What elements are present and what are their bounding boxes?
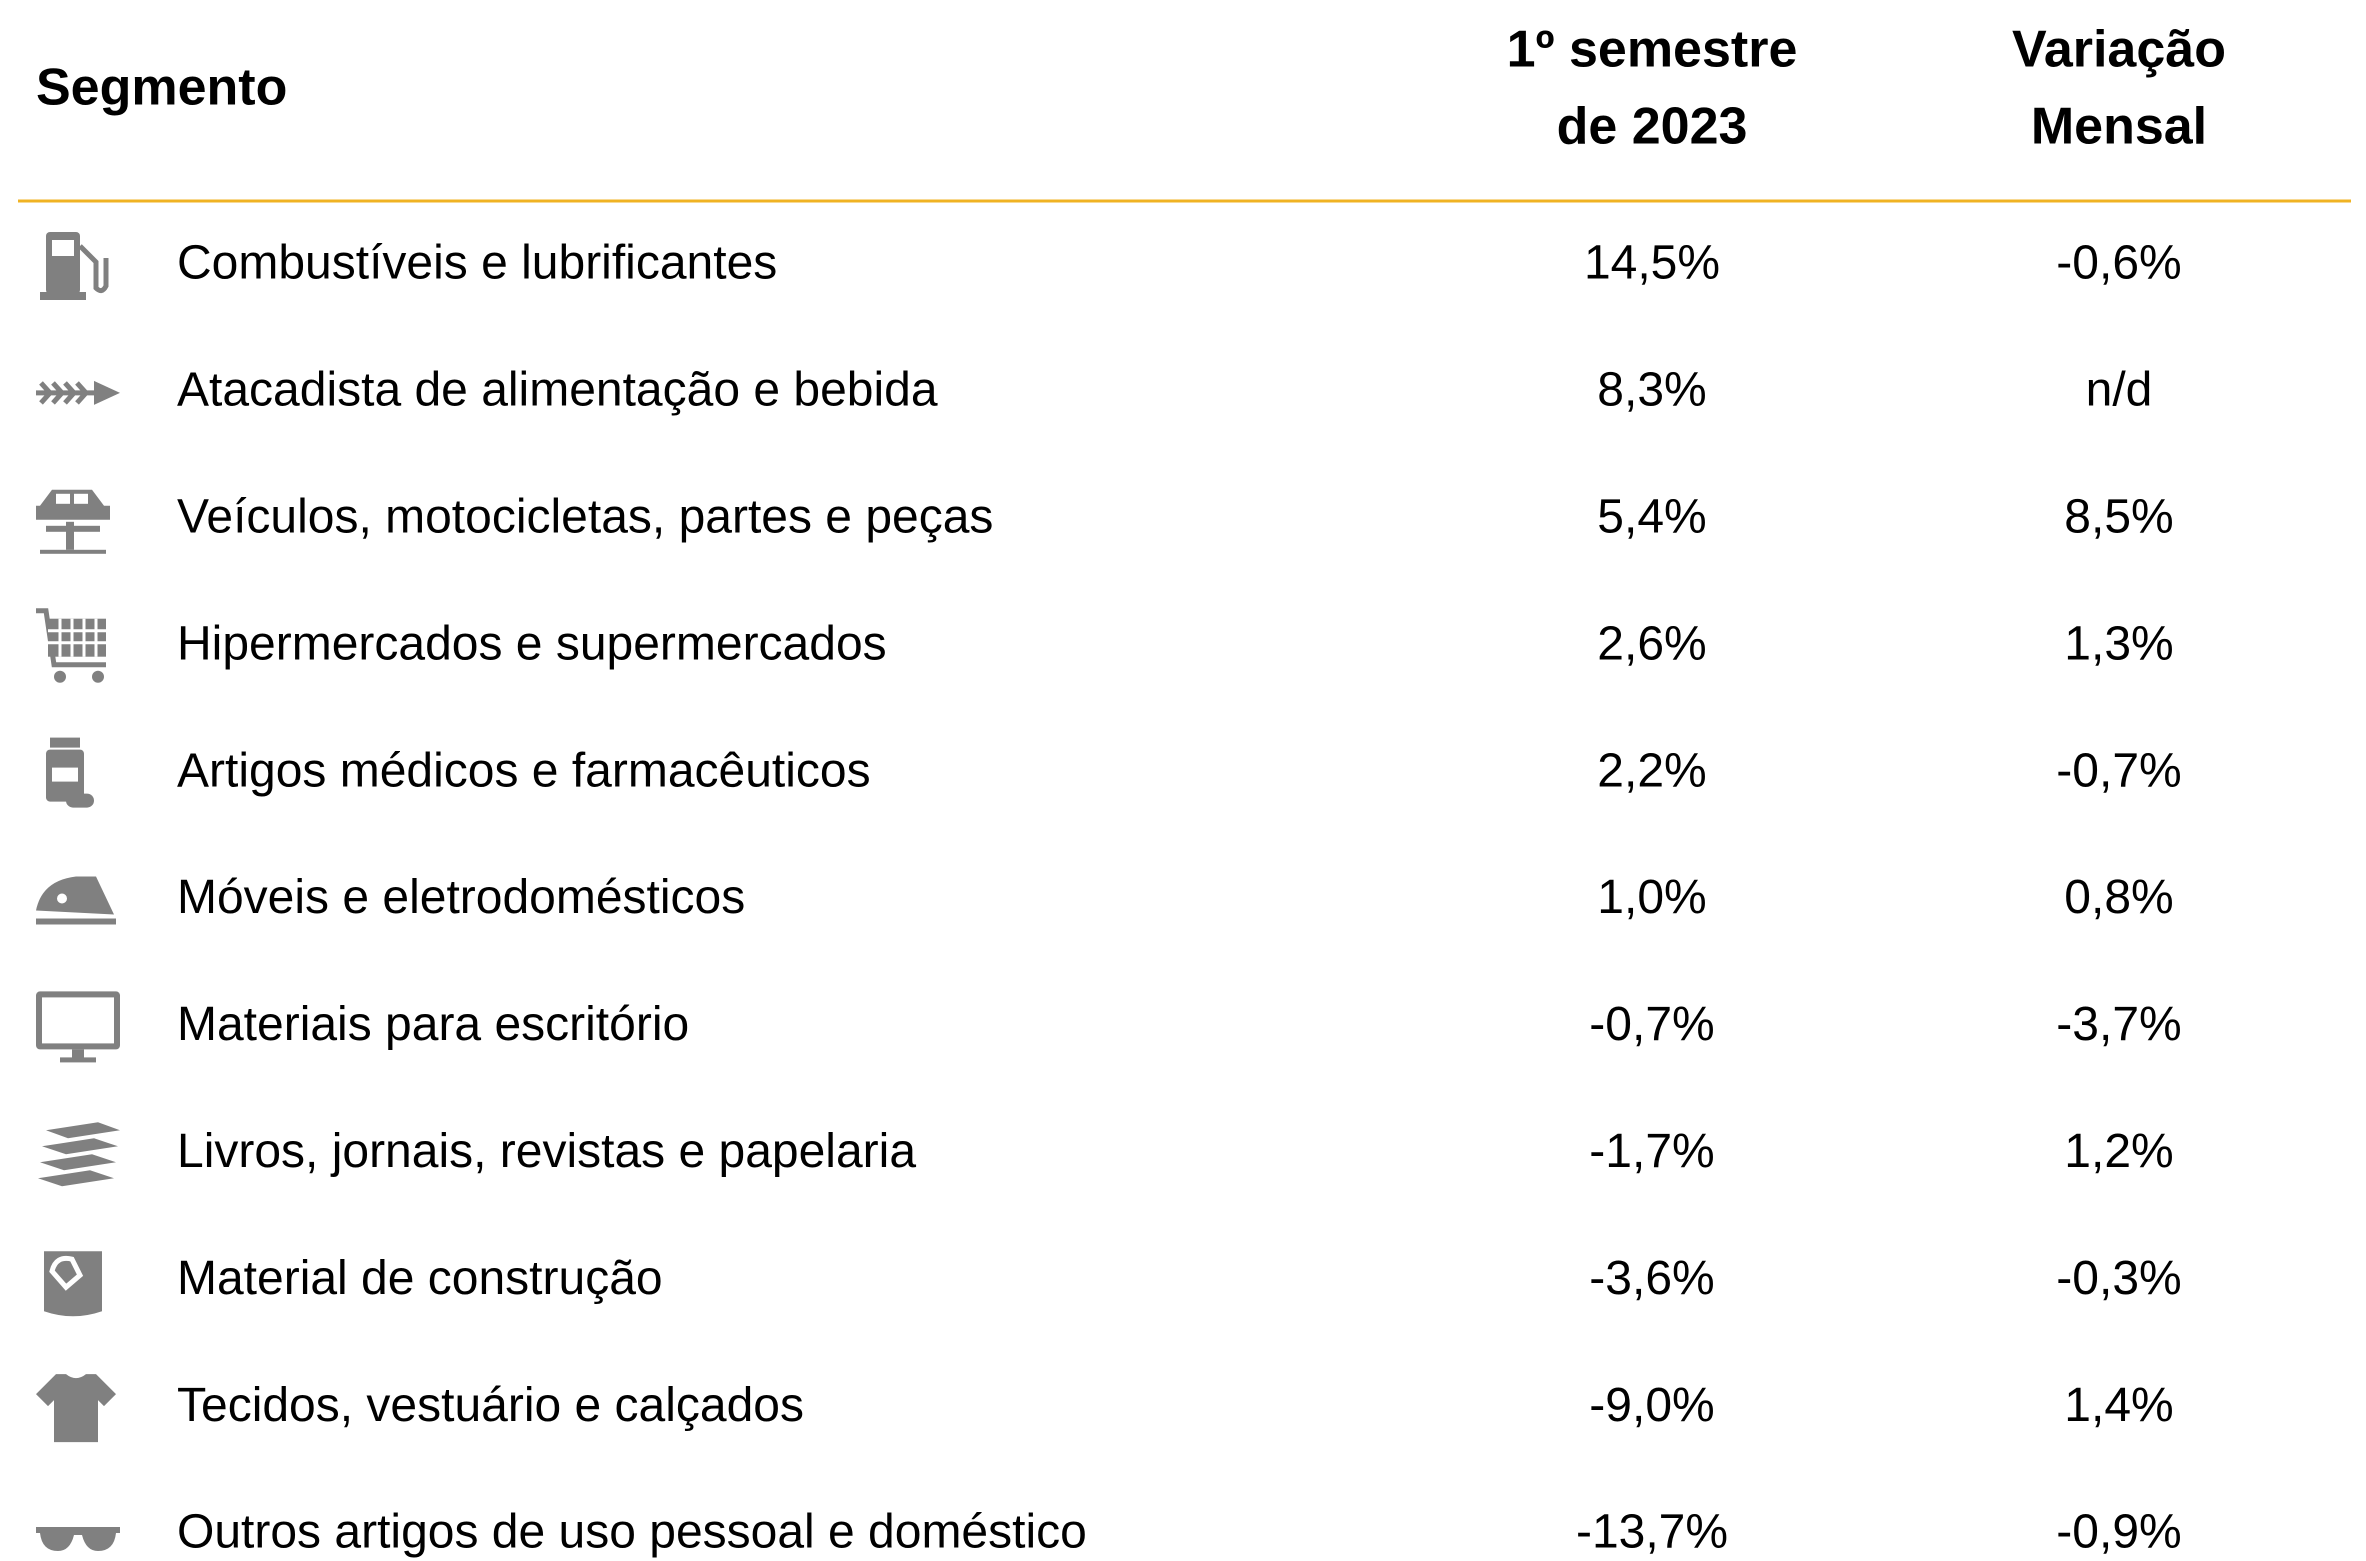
header-semester: 1º semestre xyxy=(1507,21,1798,79)
semester-value: 8,3% xyxy=(1597,364,1706,417)
semester-value: 5,4% xyxy=(1597,490,1706,543)
row-icon xyxy=(36,876,116,925)
monthly-value: 8,5% xyxy=(2064,490,2173,543)
row-icon xyxy=(36,608,106,683)
row-icon xyxy=(36,991,120,1063)
row-icon xyxy=(46,737,94,808)
segment-name: Hipermercados e supermercados xyxy=(177,617,887,670)
monthly-value: -0,9% xyxy=(2056,1506,2181,1559)
monthly-value: 1,4% xyxy=(2064,1379,2173,1432)
semester-value: 2,2% xyxy=(1597,744,1706,797)
segment-name: Atacadista de alimentação e bebida xyxy=(177,364,938,417)
segment-name: Tecidos, vestuário e calçados xyxy=(177,1379,804,1432)
segment-name: Combustíveis e lubrificantes xyxy=(177,237,777,290)
monthly-value: 0,8% xyxy=(2064,871,2173,924)
monthly-value: n/d xyxy=(2086,364,2153,417)
semester-value: 14,5% xyxy=(1584,237,1720,290)
segment-name: Outros artigos de uso pessoal e doméstic… xyxy=(177,1506,1087,1559)
row-icon xyxy=(36,489,110,554)
row-icon xyxy=(36,380,120,405)
monthly-value: -0,3% xyxy=(2056,1252,2181,1305)
row-icon xyxy=(38,1122,120,1187)
monthly-value: -3,7% xyxy=(2056,998,2181,1051)
header-monthly: Variação xyxy=(2012,21,2226,79)
semester-value: -3,6% xyxy=(1589,1252,1714,1305)
semester-value: -13,7% xyxy=(1576,1506,1728,1559)
segment-name: Material de construção xyxy=(177,1252,663,1305)
segment-name: Veículos, motocicletas, partes e peças xyxy=(177,490,993,543)
row-icon xyxy=(36,1527,120,1551)
monthly-value: 1,3% xyxy=(2064,617,2173,670)
row-icon xyxy=(36,1374,116,1443)
segment-name: Móveis e eletrodomésticos xyxy=(177,871,745,924)
segment-name: Livros, jornais, revistas e papelaria xyxy=(177,1125,916,1178)
monthly-value: -0,7% xyxy=(2056,744,2181,797)
row-icon xyxy=(44,1251,102,1317)
semester-value: 2,6% xyxy=(1597,617,1706,670)
header-semester: de 2023 xyxy=(1557,98,1748,156)
semester-value: -1,7% xyxy=(1589,1125,1714,1178)
header-segment: Segmento xyxy=(36,59,287,117)
semester-value: 1,0% xyxy=(1597,871,1706,924)
row-icon xyxy=(40,232,109,300)
header-monthly: Mensal xyxy=(2031,98,2207,156)
segment-name: Materiais para escritório xyxy=(177,998,689,1051)
monthly-value: 1,2% xyxy=(2064,1125,2173,1178)
segment-name: Artigos médicos e farmacêuticos xyxy=(177,744,871,797)
semester-value: -0,7% xyxy=(1589,998,1714,1051)
monthly-value: -0,6% xyxy=(2056,237,2181,290)
semester-value: -9,0% xyxy=(1589,1379,1714,1432)
